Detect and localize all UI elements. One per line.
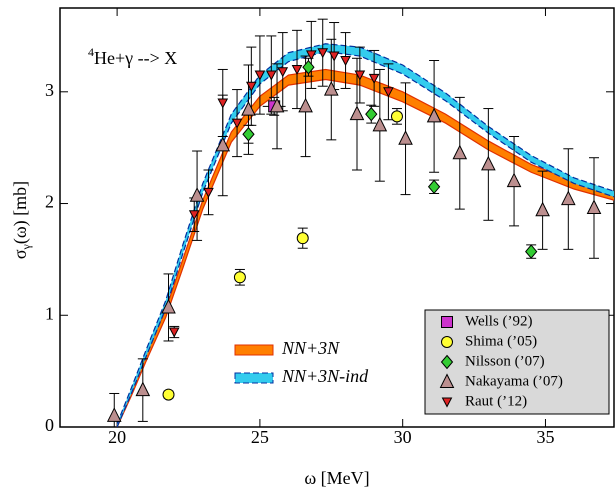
annotation: 4He+γ --> X: [88, 45, 177, 68]
y-label-sub: γ: [19, 243, 33, 250]
marker: [586, 199, 602, 215]
marker: [340, 56, 351, 67]
marker: [561, 190, 576, 206]
x-tick-label: 25: [251, 427, 269, 447]
x-tick-label: 35: [536, 427, 554, 447]
marker: [328, 51, 340, 62]
marker: [481, 155, 496, 171]
marker: [368, 73, 380, 84]
marker: [162, 388, 175, 401]
legend-box: [424, 309, 610, 415]
marker: [241, 101, 256, 116]
marker: [135, 381, 151, 397]
marker: [398, 130, 413, 145]
legend-label: Shima (’05): [465, 333, 537, 349]
marker: [439, 373, 455, 388]
marker: [427, 179, 441, 195]
marker: [441, 397, 453, 408]
y-tick-label: 1: [45, 303, 54, 323]
marker: [441, 316, 453, 328]
marker: [188, 210, 200, 221]
marker: [302, 59, 315, 75]
legend-label: NN+3N-ind: [281, 366, 369, 386]
marker: [161, 298, 176, 314]
marker: [277, 67, 289, 78]
marker: [215, 136, 231, 152]
annotation-sup: 4: [88, 45, 94, 59]
marker: [383, 87, 394, 98]
y-axis-label: σγ(ω) [mb]: [10, 181, 33, 259]
marker: [323, 80, 339, 96]
marker: [305, 50, 317, 61]
marker: [298, 97, 313, 113]
marker: [168, 327, 180, 338]
marker: [441, 336, 453, 348]
legend-swatch: [234, 344, 274, 356]
legend-label: Nilsson (’07): [465, 353, 545, 369]
marker: [265, 70, 277, 81]
legend-label: Wells (’92): [465, 313, 533, 329]
marker: [535, 201, 550, 217]
marker: [254, 70, 266, 81]
y-label-main: σ: [10, 249, 30, 259]
legend-label: NN+3N: [281, 338, 340, 358]
marker: [269, 97, 285, 113]
marker: [189, 187, 205, 202]
marker: [233, 271, 246, 284]
band-edge: [116, 50, 614, 427]
band-edge: [116, 78, 614, 427]
marker: [245, 81, 257, 92]
marker: [291, 64, 303, 76]
x-tick-label: 20: [108, 427, 126, 447]
y-tick-label: 3: [45, 80, 54, 100]
marker: [317, 48, 329, 59]
plot-frame: [59, 7, 615, 428]
marker: [231, 118, 243, 129]
legend-swatch: [234, 372, 274, 384]
band-edge: [116, 43, 614, 424]
marker: [506, 172, 522, 188]
marker: [296, 232, 309, 245]
y-label-rest: (ω) [mb]: [10, 181, 31, 244]
y-tick-label: 2: [45, 192, 54, 212]
x-tick-label: 30: [394, 427, 412, 447]
marker: [349, 105, 365, 121]
marker: [217, 98, 229, 109]
annotation-text: He+γ --> X: [94, 48, 177, 68]
marker: [106, 407, 122, 422]
marker: [203, 187, 214, 198]
marker: [426, 107, 442, 123]
marker: [354, 70, 366, 81]
marker: [365, 106, 378, 122]
marker: [452, 144, 468, 160]
legend: Wells (’92) Shima (’05) Nilsson (’07) Nakay…: [424, 309, 610, 415]
marker: [525, 244, 538, 259]
marker: [390, 110, 403, 123]
marker: [242, 126, 255, 142]
legend-label: Raut (’12): [465, 393, 527, 409]
y-tick-label: 0: [45, 415, 54, 435]
marker: [372, 116, 388, 132]
plot-area: [106, 18, 614, 427]
legend-label: Nakayama (’07): [465, 373, 563, 389]
marker: [440, 354, 454, 370]
x-axis-label: ω [MeV]: [304, 468, 369, 488]
